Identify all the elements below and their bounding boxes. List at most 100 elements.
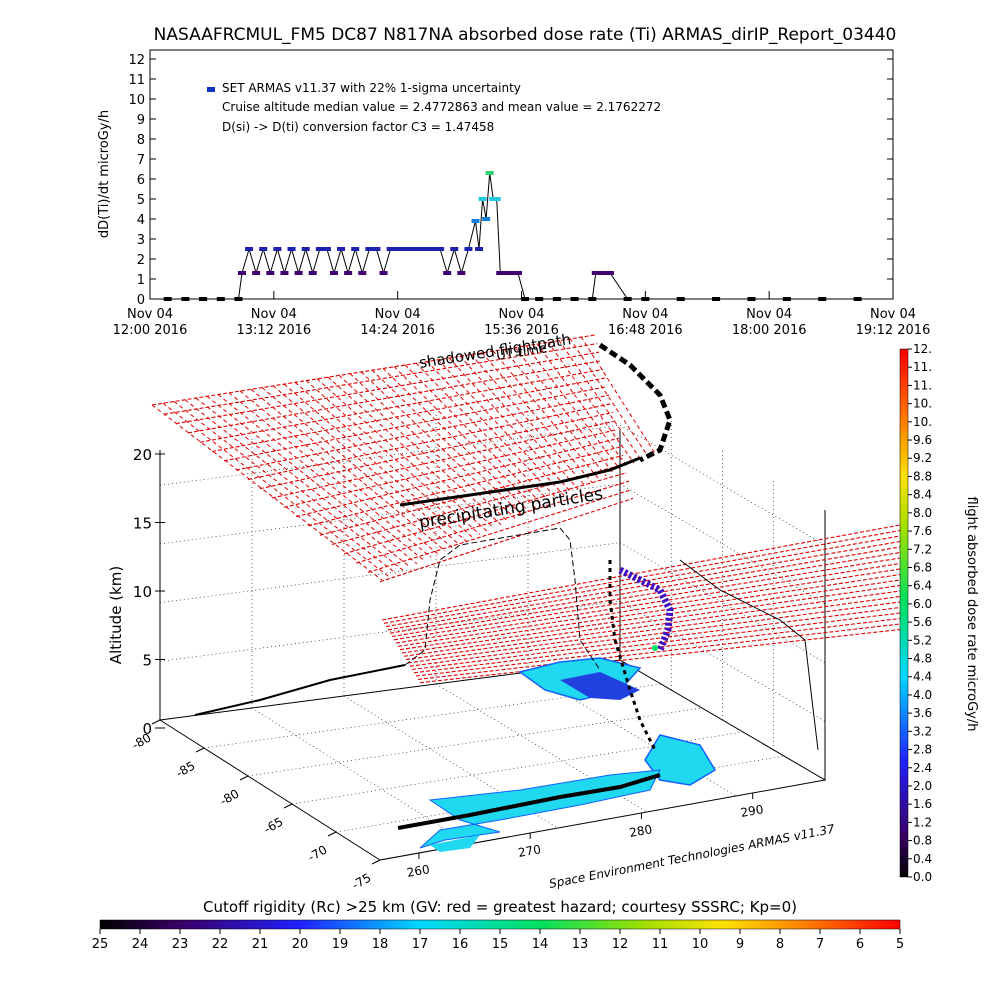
precip-line bbox=[316, 378, 488, 532]
latitude-tick bbox=[151, 719, 161, 725]
dose-rate-series bbox=[163, 171, 862, 301]
y-axis-label: dD(Ti)/dt microGy/h bbox=[97, 110, 112, 238]
dose-rate-point bbox=[506, 271, 515, 275]
dose-rate-point bbox=[266, 271, 275, 275]
cutoff-tick-label: 18 bbox=[372, 937, 389, 952]
descent-segment bbox=[608, 560, 657, 751]
dose-rate-point bbox=[358, 271, 367, 275]
precip-line bbox=[371, 369, 523, 516]
dose-rate-point bbox=[308, 271, 317, 275]
dose-rate-point bbox=[315, 247, 324, 251]
dose-rate-point bbox=[351, 247, 360, 251]
dose-rate-point bbox=[199, 297, 208, 301]
colorbar-tick-label: 2.8 bbox=[913, 743, 932, 757]
dose-rate-point bbox=[379, 271, 388, 275]
precip-line bbox=[283, 429, 618, 508]
y-tick-label: 0 bbox=[137, 293, 145, 308]
precip-line bbox=[343, 472, 628, 555]
precip-line bbox=[417, 623, 901, 680]
colorbar-tick-label: 9.2 bbox=[913, 451, 932, 465]
dose-rate-point bbox=[400, 247, 409, 251]
latitude-tick-label: -75 bbox=[350, 870, 374, 892]
precip-line bbox=[162, 402, 390, 578]
precip-line bbox=[261, 387, 453, 548]
dose-rate-point bbox=[386, 247, 395, 251]
precip-line bbox=[206, 395, 418, 565]
precip-line bbox=[459, 355, 579, 490]
latitude-tick-label: -65 bbox=[262, 814, 286, 836]
precip-line bbox=[271, 420, 616, 499]
dose-rate-point bbox=[344, 271, 353, 275]
dose-rate-line bbox=[167, 172, 858, 300]
precip-line bbox=[305, 380, 481, 535]
precip-line bbox=[448, 357, 572, 493]
longitude-tick-label: 260 bbox=[406, 862, 431, 880]
precip-line bbox=[437, 359, 565, 496]
cutoff-tick-label: 7 bbox=[816, 937, 824, 952]
floor-gridline bbox=[251, 707, 470, 845]
cutoff-tick-label: 9 bbox=[736, 937, 744, 952]
dose-rate-point bbox=[676, 297, 685, 301]
precip-line bbox=[383, 529, 901, 624]
dose-rate-point bbox=[436, 247, 445, 251]
colorbar-tick-label: 8.0 bbox=[913, 506, 932, 520]
cutoff-tick-label: 12 bbox=[612, 937, 629, 952]
precip-line bbox=[187, 360, 602, 434]
y-tick-label: 11 bbox=[128, 73, 145, 88]
colorbar-tick-label: 0.4 bbox=[913, 852, 932, 866]
legend-series-label: SET ARMAS v11.37 with 22% 1-sigma uncert… bbox=[222, 81, 521, 95]
x-tick-label-line1: Nov 04 bbox=[746, 307, 792, 322]
dose-rate-point bbox=[492, 197, 501, 201]
dose-rate-point bbox=[782, 297, 791, 301]
y-tick-label: 1 bbox=[137, 273, 145, 288]
precip-line bbox=[250, 388, 446, 552]
dose-rate-point bbox=[513, 271, 522, 275]
cutoff-tick-label: 16 bbox=[452, 937, 469, 952]
precip-line bbox=[409, 601, 901, 667]
cutoff-tick-label: 23 bbox=[172, 937, 189, 952]
right-wall-trace bbox=[679, 559, 819, 751]
precip-line bbox=[395, 562, 901, 644]
precipitation-sheet bbox=[151, 334, 901, 684]
dose-peak-marker bbox=[652, 645, 658, 651]
colorbar-tick-label: 0.8 bbox=[913, 834, 932, 848]
ut-segment bbox=[598, 342, 673, 463]
precip-line bbox=[413, 612, 901, 674]
precip-line bbox=[381, 524, 901, 621]
dose-rate-point bbox=[605, 271, 614, 275]
colorbar-tick-label: 3.6 bbox=[913, 706, 932, 720]
precip-line bbox=[349, 373, 509, 522]
cutoff-tick-label: 21 bbox=[252, 937, 269, 952]
dose-rate-point bbox=[163, 297, 172, 301]
x-tick-label-line2: 16:48 2016 bbox=[608, 323, 683, 338]
precip-line bbox=[173, 401, 397, 574]
cutoff-tick-label: 25 bbox=[92, 937, 109, 952]
dose-rate-point bbox=[273, 247, 282, 251]
precip-line bbox=[379, 497, 634, 583]
longitude-axis: 260 270 280 290 bbox=[406, 793, 764, 880]
precip-line bbox=[294, 381, 474, 539]
cutoff-tick-label: 22 bbox=[212, 937, 229, 952]
dose-rate-point bbox=[552, 297, 561, 301]
altitude-tick-label: 5 bbox=[142, 652, 152, 670]
y-tick-label: 2 bbox=[137, 253, 145, 268]
precip-line bbox=[272, 385, 460, 545]
dose-rate-point bbox=[237, 271, 246, 275]
credit-label: Space Environment Technologies ARMAS v11… bbox=[548, 822, 836, 891]
precip-line bbox=[536, 343, 628, 467]
y-tick-label: 4 bbox=[137, 213, 145, 228]
dose-rate-point bbox=[853, 297, 862, 301]
legend-median-line: Cruise altitude median value = 2.4772863… bbox=[222, 100, 661, 114]
colorbar-tick-label: 10. bbox=[913, 415, 932, 429]
x-tick-label-line1: Nov 04 bbox=[870, 307, 916, 322]
dose-rate-point bbox=[181, 297, 190, 301]
cutoff-ticks: 25 24 23 22 21 20 19 18 17 16 15 14 13 12 11 10 9 8 7 6 5 bbox=[92, 929, 904, 952]
x-tick-label-line2: 19:12 2016 bbox=[856, 323, 931, 338]
x-tick-label-line2: 15:36 2016 bbox=[484, 323, 559, 338]
precip-line bbox=[569, 338, 649, 457]
altitude-tick-label: 15 bbox=[133, 515, 152, 533]
colorbar-gradient bbox=[899, 348, 909, 878]
